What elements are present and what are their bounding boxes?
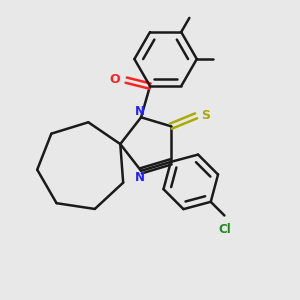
Text: Cl: Cl bbox=[218, 223, 231, 236]
Text: N: N bbox=[135, 171, 145, 184]
Text: S: S bbox=[201, 109, 210, 122]
Text: O: O bbox=[109, 73, 120, 86]
Text: N: N bbox=[135, 106, 145, 118]
